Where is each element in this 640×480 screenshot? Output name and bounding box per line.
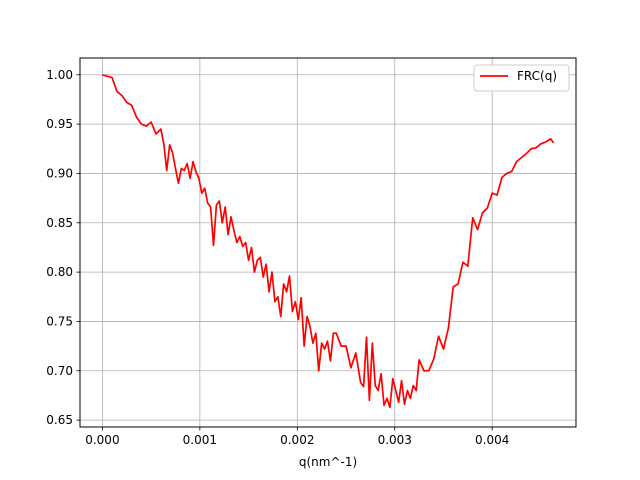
x-tick-label: 0.003 xyxy=(378,433,412,447)
series-line-frc xyxy=(102,73,555,409)
axes-frame xyxy=(79,57,577,428)
plot-area xyxy=(102,73,555,409)
y-tick-label: 1.00 xyxy=(46,68,73,82)
y-tick-label: 0.95 xyxy=(46,117,73,131)
y-tick-label: 0.90 xyxy=(46,166,73,180)
y-tick-label: 0.85 xyxy=(46,216,73,230)
y-tick-label: 0.65 xyxy=(46,413,73,427)
x-tick-label: 0.002 xyxy=(280,433,314,447)
legend-box xyxy=(473,64,570,92)
y-tick-label: 0.75 xyxy=(46,314,73,328)
legend: FRC(q) xyxy=(473,64,570,92)
grid-lines xyxy=(80,58,576,427)
x-axis-ticks: 0.000 0.001 0.002 0.003 0.004 xyxy=(85,427,509,447)
y-axis-ticks: 0.65 0.70 0.75 0.80 0.85 0.90 0.95 1.00 xyxy=(46,68,80,427)
y-tick-label: 0.80 xyxy=(46,265,73,279)
x-axis-label: q(nm^-1) xyxy=(299,455,357,469)
x-tick-label: 0.000 xyxy=(85,433,119,447)
x-tick-label: 0.004 xyxy=(475,433,509,447)
x-tick-label: 0.001 xyxy=(183,433,217,447)
legend-label-frc: FRC(q) xyxy=(517,69,557,83)
y-tick-label: 0.70 xyxy=(46,364,73,378)
